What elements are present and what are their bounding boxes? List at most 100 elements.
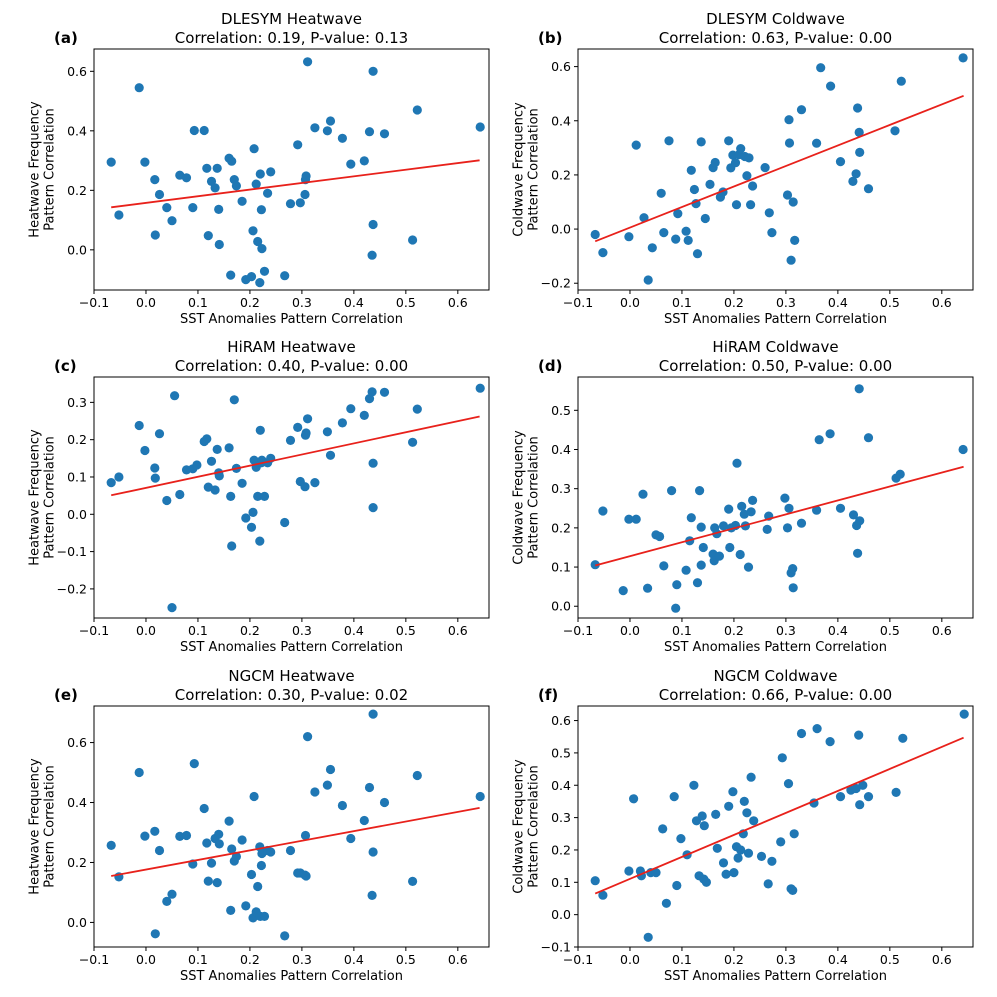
scatter-point bbox=[134, 767, 144, 778]
scatter-point bbox=[700, 213, 710, 224]
scatter-point bbox=[725, 542, 735, 553]
scatter-point bbox=[705, 179, 715, 189]
y-axis-label-line2: Pattern Correlation bbox=[43, 108, 58, 231]
y-tick-label: −0.2 bbox=[541, 276, 571, 291]
scatter-point bbox=[285, 435, 296, 445]
y-axis-label-line2: Pattern Correlation bbox=[527, 436, 542, 559]
scatter-point bbox=[712, 843, 722, 853]
scatter-point bbox=[412, 404, 422, 414]
y-axis-label-line2: Pattern Correlation bbox=[43, 765, 58, 888]
y-tick-label: 0.4 bbox=[551, 442, 571, 457]
scatter-point bbox=[733, 853, 743, 863]
scatter-point bbox=[255, 536, 265, 546]
scatter-point bbox=[303, 57, 313, 67]
scatter-point bbox=[788, 564, 798, 574]
scatter-point bbox=[639, 213, 649, 223]
x-tick-label: −0.1 bbox=[79, 295, 109, 310]
scatter-point bbox=[643, 932, 653, 942]
scatter-point bbox=[337, 133, 347, 143]
scatter-point bbox=[776, 837, 786, 847]
scatter-point bbox=[293, 140, 303, 150]
scatter-point bbox=[854, 127, 864, 137]
scatter-point bbox=[253, 881, 263, 892]
regression-line bbox=[594, 465, 964, 567]
scatter-point bbox=[237, 835, 247, 845]
y-tick-label: 0.0 bbox=[67, 507, 87, 522]
scatter-point bbox=[114, 210, 124, 220]
scatter-point bbox=[303, 732, 313, 742]
scatter-point bbox=[150, 826, 160, 836]
x-tick-label: 0.0 bbox=[136, 295, 156, 310]
scatter-point bbox=[858, 780, 868, 790]
y-tick-label: 0.5 bbox=[551, 403, 571, 418]
scatter-point bbox=[150, 473, 160, 483]
panel-label: (e) bbox=[54, 686, 78, 704]
x-tick-label: 0.1 bbox=[672, 952, 692, 967]
y-tick-label: 0.2 bbox=[551, 842, 571, 857]
scatter-point bbox=[669, 792, 679, 802]
scatter-point bbox=[412, 770, 422, 781]
y-axis-label-line2: Pattern Correlation bbox=[527, 765, 542, 888]
scatter-point bbox=[140, 157, 150, 167]
scatter-point bbox=[732, 458, 742, 468]
chart-title: NGCM Heatwave bbox=[228, 667, 354, 685]
scatter-point bbox=[854, 384, 864, 394]
scatter-point bbox=[863, 433, 874, 443]
scatter-point bbox=[408, 235, 418, 245]
scatter-point bbox=[285, 199, 296, 209]
scatter-point bbox=[895, 469, 905, 479]
scatter-point bbox=[106, 840, 116, 851]
scatter-point bbox=[134, 420, 144, 431]
chart-title: HiRAM Coldwave bbox=[712, 338, 838, 356]
y-tick-label: 0.0 bbox=[551, 907, 571, 922]
y-tick-label: 0.1 bbox=[551, 560, 571, 575]
scatter-point bbox=[851, 169, 861, 179]
x-tick-label: 0.5 bbox=[396, 295, 416, 310]
scatter-point bbox=[359, 815, 369, 826]
x-tick-label: 0.3 bbox=[292, 295, 312, 310]
plot-frame bbox=[93, 376, 490, 619]
panel-label: (c) bbox=[54, 357, 77, 375]
scatter-point bbox=[742, 808, 752, 818]
scatter-point bbox=[890, 126, 900, 136]
scatter-point bbox=[301, 428, 311, 438]
scatter-point bbox=[853, 103, 863, 113]
scatter-point bbox=[214, 239, 224, 250]
scatter-point bbox=[730, 158, 741, 168]
scatter-point bbox=[246, 272, 257, 282]
scatter-point bbox=[590, 876, 600, 886]
x-tick-label: 0.5 bbox=[880, 623, 900, 638]
x-tick-label: 0.4 bbox=[828, 295, 848, 310]
x-tick-label: 0.5 bbox=[880, 952, 900, 967]
scatter-point bbox=[667, 486, 677, 496]
y-tick-label: 0.0 bbox=[67, 915, 87, 930]
x-tick-label: 0.4 bbox=[828, 952, 848, 967]
scatter-point bbox=[224, 443, 234, 453]
y-tick-label: 0.2 bbox=[67, 183, 87, 198]
scatter-point bbox=[746, 507, 756, 517]
scatter-point bbox=[855, 800, 865, 810]
scatter-point bbox=[259, 266, 270, 276]
scatter-point bbox=[237, 478, 247, 488]
scatter-point bbox=[728, 787, 738, 797]
scatter-point bbox=[224, 816, 234, 826]
scatter-point bbox=[368, 219, 378, 230]
scatter-point bbox=[214, 204, 224, 214]
scatter-point bbox=[202, 434, 212, 444]
scatter-point bbox=[743, 562, 754, 572]
scatter-point bbox=[285, 845, 296, 856]
chart-title: HiRAM Heatwave bbox=[227, 338, 355, 356]
scatter-point bbox=[814, 435, 824, 445]
scatter-point bbox=[749, 816, 759, 826]
x-tick-label: 0.2 bbox=[724, 295, 744, 310]
scatter-point bbox=[618, 586, 628, 596]
scatter-point bbox=[175, 831, 185, 842]
scatter-point bbox=[251, 179, 261, 189]
scatter-point bbox=[253, 236, 263, 247]
scatter-point bbox=[898, 733, 908, 743]
scatter-point bbox=[729, 868, 739, 878]
scatter-point bbox=[701, 877, 712, 887]
x-axis-label: SST Anomalies Pattern Correlation bbox=[664, 640, 887, 655]
scatter-point bbox=[784, 503, 794, 513]
scatter-point bbox=[368, 66, 378, 76]
